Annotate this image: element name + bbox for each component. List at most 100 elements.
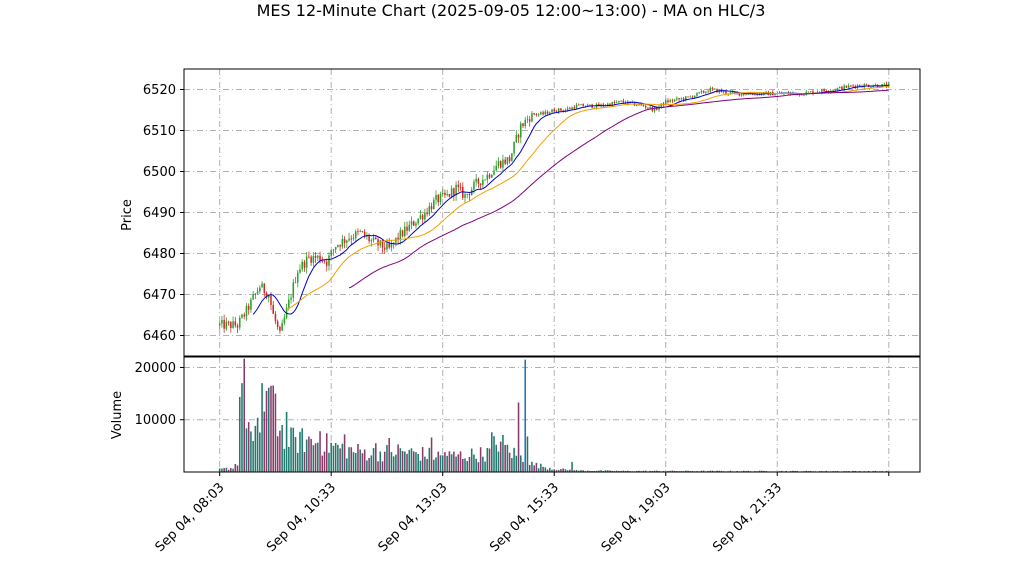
volume-bar	[368, 458, 370, 472]
price-axis-label: Price	[120, 199, 135, 231]
candle-body	[536, 114, 538, 115]
volume-bar	[516, 456, 518, 472]
candle-body	[297, 273, 299, 283]
candle-body	[712, 88, 714, 89]
candle-body	[308, 257, 310, 258]
volume-bar	[301, 428, 303, 472]
candle-body	[571, 107, 573, 109]
volume-bar	[284, 449, 286, 472]
volume-bar	[257, 418, 259, 472]
volume-bar	[489, 448, 491, 472]
candle-body	[493, 170, 495, 174]
candle-body	[823, 90, 825, 91]
volume-bar	[344, 434, 346, 472]
candle-body	[843, 86, 845, 90]
volume-bar	[237, 465, 239, 472]
candle-body	[834, 90, 836, 91]
volume-bar	[413, 451, 415, 472]
candle-body	[261, 284, 263, 288]
ma-lines	[253, 86, 889, 315]
volume-bar	[321, 456, 323, 472]
candle-body	[333, 250, 335, 251]
candle-body	[848, 86, 850, 88]
candle-body	[235, 321, 237, 325]
candle-body	[576, 105, 578, 109]
volume-bar	[562, 468, 564, 472]
volume-bar	[261, 383, 263, 472]
volume-bar	[295, 437, 297, 472]
volume-bar	[248, 422, 250, 472]
candle-body	[337, 245, 339, 247]
volume-bar	[478, 462, 480, 472]
candle-body	[464, 194, 466, 198]
candle-body	[458, 185, 460, 187]
candle-body	[293, 282, 295, 297]
candle-body	[692, 97, 694, 98]
volume-bar	[357, 444, 359, 472]
volume-bar	[324, 452, 326, 472]
volume-bar	[362, 453, 364, 472]
candle-body	[386, 243, 388, 249]
candle-body	[437, 195, 439, 202]
volume-bar	[223, 468, 225, 472]
candle-body	[444, 193, 446, 195]
volume-bar	[571, 462, 573, 472]
candle-body	[623, 101, 625, 103]
candle-body	[315, 256, 317, 258]
volume-bar	[333, 446, 335, 472]
volume-bar	[279, 431, 281, 472]
candle-body	[442, 193, 444, 194]
candle-body	[487, 175, 489, 180]
candle-body	[295, 282, 297, 283]
candle-body	[371, 240, 373, 241]
candle-body	[511, 153, 513, 161]
candle-body	[319, 256, 321, 261]
volume-bar	[330, 443, 332, 472]
volume-bar	[264, 412, 266, 472]
candle-body	[415, 223, 417, 225]
volume-bar	[266, 391, 268, 472]
volume-bar	[455, 457, 457, 472]
candle-body	[866, 84, 868, 85]
volume-bar	[286, 412, 288, 472]
candle-body	[375, 238, 377, 240]
candle-body	[426, 213, 428, 215]
candle-body	[252, 295, 254, 299]
candle-body	[264, 284, 266, 293]
volume-bar	[446, 456, 448, 472]
ma-mid-line	[287, 86, 889, 309]
volume-bar	[379, 451, 381, 472]
candle-body	[455, 185, 457, 195]
candle-body	[683, 98, 685, 100]
volume-bar	[235, 464, 237, 472]
candle-body	[466, 194, 468, 195]
candle-body	[478, 179, 480, 184]
volume-bar	[426, 459, 428, 472]
candle-body	[701, 91, 703, 92]
volume-bar	[529, 465, 531, 472]
volume-bar	[464, 458, 466, 472]
candle-body	[540, 112, 542, 114]
candle-body	[388, 243, 390, 247]
candle-body	[774, 94, 776, 95]
volume-bar	[219, 468, 221, 472]
volume-bar	[404, 452, 406, 472]
volume-bar	[498, 451, 500, 472]
volume-bar	[277, 436, 279, 472]
candle-body	[357, 231, 359, 232]
candle-body	[569, 108, 571, 109]
ma-short-line	[253, 86, 889, 315]
candle-body	[446, 194, 448, 195]
candle-body	[810, 91, 812, 92]
candle-body	[502, 160, 504, 168]
candle-body	[342, 239, 344, 247]
volume-bar	[270, 386, 272, 472]
candle-body	[473, 182, 475, 190]
volume-bar	[304, 452, 306, 472]
volume-bar	[377, 461, 379, 472]
candle-body	[288, 300, 290, 308]
price-ytick-label: 6520	[143, 83, 176, 98]
price-ytick-label: 6480	[143, 247, 176, 262]
candle-body	[368, 236, 370, 241]
candle-body	[674, 100, 676, 102]
